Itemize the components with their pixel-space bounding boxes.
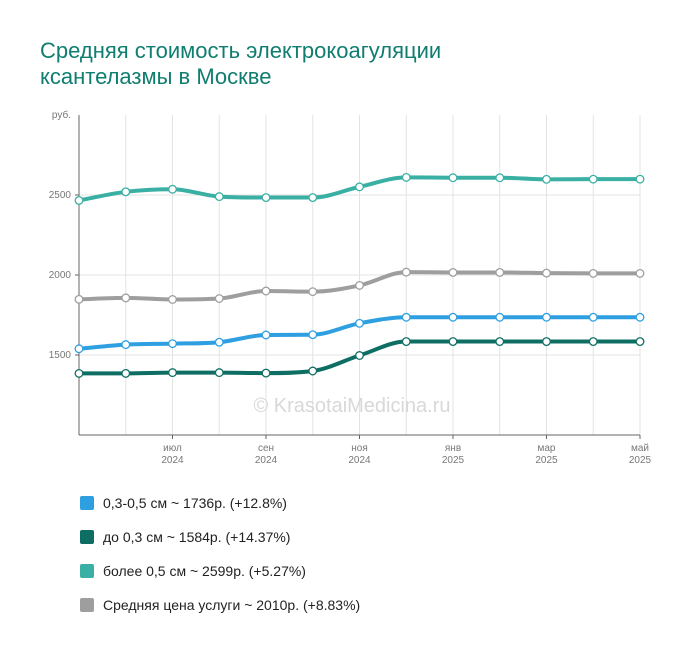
data-point <box>121 340 131 350</box>
data-point <box>448 173 458 183</box>
data-point <box>121 368 131 378</box>
data-point <box>448 312 458 322</box>
data-point <box>495 337 505 347</box>
x-tick-label-month: июл <box>163 443 182 454</box>
data-point <box>308 193 318 203</box>
data-point <box>168 295 177 304</box>
data-point <box>495 267 505 277</box>
data-point <box>261 193 271 203</box>
legend-label: более 0,5 см ~ 2599р. (+5.27%) <box>103 563 306 579</box>
x-tick-label-month: сен <box>258 443 274 454</box>
data-point <box>261 286 271 296</box>
data-point <box>355 280 364 290</box>
legend-swatch <box>80 598 94 612</box>
x-tick-label-month: мар <box>538 443 556 454</box>
data-point <box>308 287 318 297</box>
data-point <box>401 267 411 277</box>
data-point <box>635 174 645 184</box>
data-point <box>401 172 411 182</box>
x-tick-label-year: 2025 <box>535 455 558 466</box>
data-point <box>588 268 598 278</box>
data-point <box>355 318 364 328</box>
data-point <box>214 368 224 378</box>
legend-label: до 0,3 см ~ 1584р. (+14.37%) <box>103 529 291 545</box>
y-tick-label: 2500 <box>49 190 72 201</box>
data-point <box>121 187 131 197</box>
data-point <box>74 368 84 378</box>
legend: 0,3-0,5 см ~ 1736р. (+12.8%) до 0,3 см ~… <box>80 486 360 622</box>
data-point <box>168 339 177 349</box>
data-point <box>542 312 551 322</box>
legend-item[interactable]: до 0,3 см ~ 1584р. (+14.37%) <box>80 520 360 554</box>
legend-item[interactable]: 0,3-0,5 см ~ 1736р. (+12.8%) <box>80 486 360 520</box>
x-tick-label-month: ноя <box>351 443 368 454</box>
legend-swatch <box>80 496 94 510</box>
x-tick-label-year: 2024 <box>255 455 278 466</box>
data-point <box>401 312 411 322</box>
chart-title-line-1: Средняя стоимость электрокоагуляции <box>40 38 442 63</box>
legend-label: Средняя цена услуги ~ 2010р. (+8.83%) <box>103 597 361 613</box>
y-axis-unit-label: руб. <box>52 109 71 121</box>
chart-title-line-2: ксантелазмы в Москве <box>40 64 272 89</box>
data-point <box>495 312 505 322</box>
data-point <box>635 312 645 322</box>
data-point <box>635 268 645 278</box>
data-point <box>588 174 598 184</box>
data-point <box>355 351 364 360</box>
x-tick-label-month: янв <box>445 443 461 454</box>
data-point <box>168 184 177 194</box>
data-point <box>261 368 271 378</box>
data-point <box>588 312 598 322</box>
data-point <box>495 173 505 183</box>
data-point <box>542 337 551 347</box>
data-point <box>355 182 364 192</box>
axes: 150020002500руб.июл2024сен2024ноя2024янв… <box>49 109 652 466</box>
x-tick-label-year: 2025 <box>629 455 652 466</box>
data-point <box>74 195 84 205</box>
legend-swatch <box>80 530 94 544</box>
data-point <box>261 330 271 340</box>
data-point <box>214 337 224 347</box>
data-point <box>542 174 551 184</box>
series-layer <box>74 172 645 378</box>
data-point <box>448 337 458 347</box>
data-point <box>121 293 131 303</box>
chart-title: Средняя стоимость электрокоагуляции ксан… <box>40 38 660 90</box>
watermark-text: © KrasotaiMedicina.ru <box>253 395 450 417</box>
data-point <box>588 337 598 347</box>
legend-item[interactable]: более 0,5 см ~ 2599р. (+5.27%) <box>80 554 360 588</box>
legend-item[interactable]: Средняя цена услуги ~ 2010р. (+8.83%) <box>80 588 360 622</box>
x-tick-label-year: 2024 <box>348 455 371 466</box>
y-tick-label: 2000 <box>49 270 72 281</box>
data-point <box>308 330 318 340</box>
data-point <box>74 344 84 354</box>
data-point <box>168 368 177 378</box>
data-point <box>214 294 224 303</box>
x-tick-label-month: май <box>631 443 649 454</box>
legend-label: 0,3-0,5 см ~ 1736р. (+12.8%) <box>103 495 287 511</box>
data-point <box>448 267 458 277</box>
x-tick-label-year: 2025 <box>442 455 465 466</box>
data-point <box>308 366 318 376</box>
legend-swatch <box>80 564 94 578</box>
data-point <box>542 268 551 278</box>
data-point <box>214 192 224 202</box>
data-point <box>401 337 411 347</box>
data-point <box>74 294 84 304</box>
data-point <box>635 337 645 347</box>
x-tick-label-year: 2024 <box>161 455 184 466</box>
y-tick-label: 1500 <box>49 350 72 361</box>
